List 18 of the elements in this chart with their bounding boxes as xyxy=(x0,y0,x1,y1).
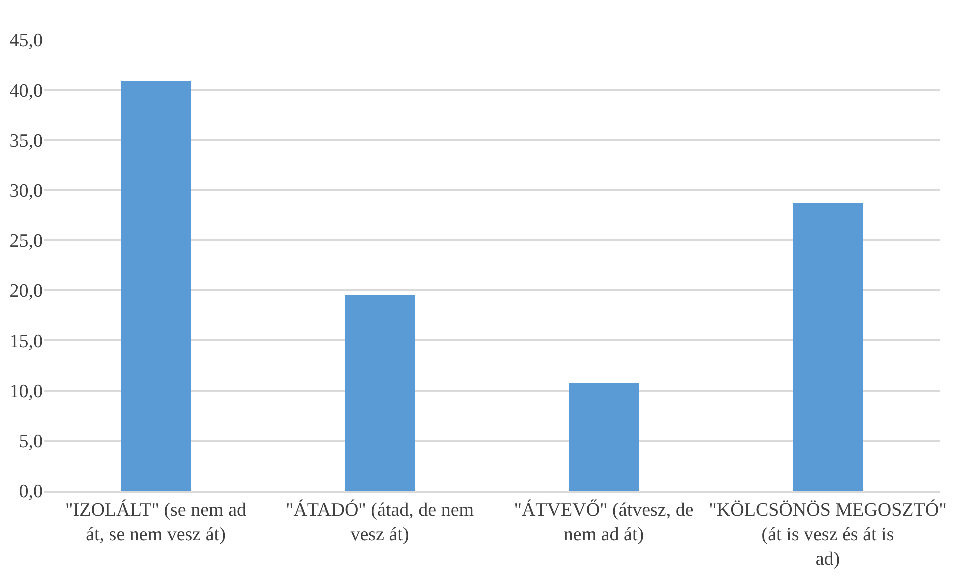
x-tick-label: "KÖLCSÖNÖS MEGOSZTÓ" (át is vesz és át is ad) xyxy=(709,498,947,570)
bar xyxy=(793,203,863,491)
y-tick-label: 5,0 xyxy=(19,432,43,453)
bar xyxy=(345,295,415,491)
y-tick-label: 20,0 xyxy=(10,281,43,302)
y-tick-label: 35,0 xyxy=(10,130,43,152)
y-tick-label: 45,0 xyxy=(10,30,43,52)
y-tick-label: 40,0 xyxy=(10,80,43,102)
y-tick-label: 15,0 xyxy=(10,331,43,352)
bar xyxy=(121,81,191,491)
x-tick-label: "IZOLÁLT" (se nem ad át, se nem vesz át) xyxy=(65,498,247,546)
y-tick-label: 10,0 xyxy=(10,381,43,402)
x-tick-label: "ÁTVEVŐ" (átvesz, de nem ad át) xyxy=(514,498,694,546)
bar xyxy=(569,383,639,491)
y-tick-label: 0,0 xyxy=(19,482,43,503)
x-tick-label: "ÁTADÓ" (átad, de nem vesz át) xyxy=(286,498,474,546)
y-tick-label: 30,0 xyxy=(10,180,43,202)
y-tick-label: 25,0 xyxy=(10,231,43,252)
